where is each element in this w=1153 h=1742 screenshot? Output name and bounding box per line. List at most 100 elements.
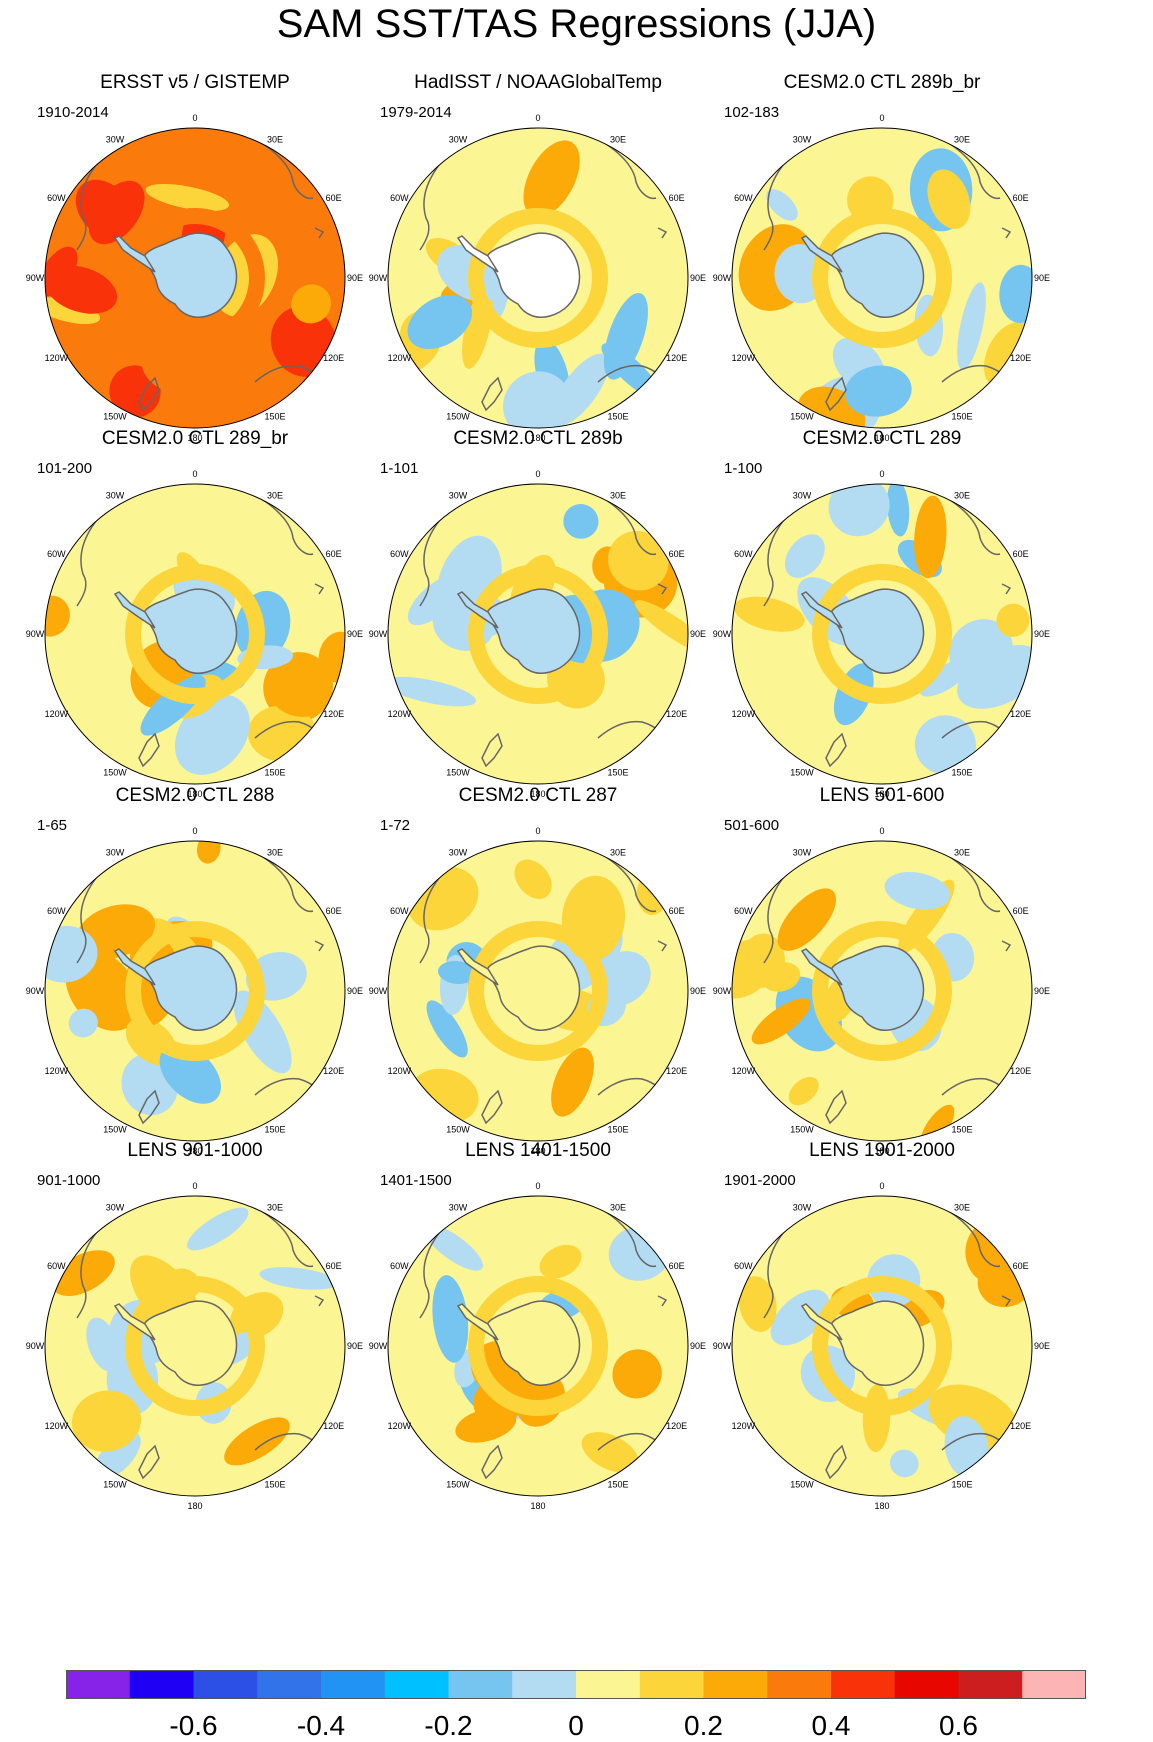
longitude-label: 120W bbox=[732, 709, 756, 719]
longitude-label: 60E bbox=[1013, 549, 1029, 559]
coastline bbox=[138, 732, 160, 768]
coastline bbox=[419, 159, 444, 251]
longitude-label: 120E bbox=[1010, 1066, 1031, 1076]
map-panel: LENS 1901-2000 0 30E 60E 90E 120E 150E 180 150W 1… bbox=[690, 1140, 1074, 1536]
anomaly-region bbox=[88, 180, 145, 245]
coastline bbox=[252, 493, 314, 556]
longitude-label: 120E bbox=[666, 1066, 687, 1076]
coastline bbox=[481, 732, 503, 768]
antarctica bbox=[830, 232, 925, 318]
longitude-label: 150W bbox=[790, 412, 814, 422]
longitude-label: 0 bbox=[192, 826, 197, 836]
longitude-label: 60W bbox=[47, 193, 66, 203]
coastline bbox=[595, 493, 657, 556]
longitude-label: 60W bbox=[47, 549, 66, 559]
panel-period: 1-72 bbox=[380, 817, 411, 834]
longitude-label: 0 bbox=[879, 469, 884, 479]
anomaly-region bbox=[523, 140, 580, 218]
longitude-label: 150W bbox=[790, 768, 814, 778]
regression-field bbox=[45, 1196, 345, 1496]
coastline bbox=[657, 940, 668, 952]
regression-field bbox=[45, 128, 345, 428]
colorbar-swatch bbox=[958, 1670, 1023, 1699]
antarctica bbox=[830, 588, 925, 674]
circumpolar-band bbox=[125, 1276, 265, 1416]
coastline bbox=[252, 137, 314, 200]
longitude-label: 150W bbox=[103, 1480, 127, 1490]
longitude-label: 120E bbox=[666, 709, 687, 719]
longitude-label: 90W bbox=[26, 273, 45, 283]
regression-field bbox=[732, 484, 1032, 784]
coastline bbox=[481, 1444, 503, 1480]
longitude-label: 120E bbox=[666, 1421, 687, 1431]
panel-period: 1-101 bbox=[380, 460, 419, 477]
anomaly-region bbox=[766, 189, 798, 221]
longitude-label: 120W bbox=[732, 1066, 756, 1076]
longitude-label: 60E bbox=[326, 906, 342, 916]
longitude-label: 60W bbox=[390, 193, 409, 203]
panel-period: 102-183 bbox=[724, 104, 780, 121]
longitude-label: 30W bbox=[106, 490, 125, 500]
longitude-label: 90E bbox=[1034, 629, 1050, 639]
anomaly-region bbox=[844, 365, 912, 417]
anomaly-region bbox=[259, 1267, 338, 1290]
panel-period: 1401-1500 bbox=[380, 1172, 452, 1189]
circumpolar-band bbox=[812, 1276, 952, 1416]
longitude-label: 120W bbox=[388, 1066, 412, 1076]
longitude-label: 0 bbox=[879, 113, 884, 123]
anomaly-region bbox=[957, 282, 986, 370]
panel-title: LENS 901-1000 bbox=[127, 1140, 263, 1161]
colorbar-swatch bbox=[193, 1670, 258, 1699]
longitude-label: 30E bbox=[267, 847, 283, 857]
longitude-label: 180 bbox=[874, 1501, 889, 1511]
anomaly-region bbox=[388, 676, 477, 707]
longitude-label: 90E bbox=[347, 986, 363, 996]
longitude-label: 60W bbox=[390, 549, 409, 559]
map-boundary bbox=[387, 483, 689, 785]
longitude-label: 60W bbox=[734, 906, 753, 916]
anomaly-region bbox=[270, 306, 337, 377]
longitude-label: 150E bbox=[951, 768, 972, 778]
colorbar-swatch bbox=[66, 1670, 131, 1699]
polar-map: 0 30E 60E 90E 120E 150E 180 150W 120W 90W 60W 30W bbox=[713, 1181, 1050, 1511]
anomaly-region bbox=[608, 531, 669, 591]
longitude-label: 150E bbox=[264, 412, 285, 422]
longitude-label: 90W bbox=[26, 629, 45, 639]
longitude-label: 0 bbox=[879, 1181, 884, 1191]
longitude-label: 30E bbox=[610, 847, 626, 857]
map-panel: ERSST v5 / GISTEMP 0 30E 60E 90E 120E 150E 180 1… bbox=[3, 72, 387, 468]
map-boundary bbox=[387, 840, 689, 1142]
coastline bbox=[763, 515, 788, 607]
circumpolar-band bbox=[468, 921, 608, 1061]
anomaly-region bbox=[187, 1207, 249, 1251]
longitude-label: 60W bbox=[734, 549, 753, 559]
longitude-label: 150E bbox=[607, 1125, 628, 1135]
longitude-label: 0 bbox=[535, 113, 540, 123]
anomaly-region bbox=[738, 1276, 777, 1332]
antarctic-peninsula bbox=[800, 235, 843, 273]
polar-map: 0 30E 60E 90E 120E 150E 180 150W 120W 90W 60W 30W bbox=[713, 469, 1050, 799]
coastline bbox=[939, 137, 1001, 200]
longitude-label: 150W bbox=[446, 1480, 470, 1490]
longitude-label: 30E bbox=[267, 1202, 283, 1212]
colorbar-swatch bbox=[1022, 1670, 1086, 1699]
coastline bbox=[481, 376, 503, 412]
longitude-label: 60W bbox=[734, 193, 753, 203]
colorbar-swatch bbox=[894, 1670, 959, 1699]
polar-map: 0 30E 60E 90E 120E 150E 180 150W 120W 90W 60W 30W bbox=[26, 826, 363, 1156]
antarctic-peninsula bbox=[456, 591, 499, 629]
longitude-label: 90W bbox=[369, 986, 388, 996]
coastline bbox=[657, 1295, 668, 1307]
longitude-label: 60E bbox=[326, 193, 342, 203]
anomaly-region bbox=[751, 998, 811, 1045]
longitude-label: 0 bbox=[535, 469, 540, 479]
longitude-label: 150E bbox=[607, 1480, 628, 1490]
anomaly-region bbox=[732, 939, 776, 999]
coastline bbox=[939, 850, 1001, 913]
longitude-label: 30W bbox=[793, 847, 812, 857]
longitude-label: 30E bbox=[610, 134, 626, 144]
anomaly-region bbox=[886, 484, 910, 537]
longitude-label: 0 bbox=[192, 1181, 197, 1191]
anomaly-region bbox=[145, 183, 230, 212]
colorbar-swatch bbox=[703, 1670, 768, 1699]
